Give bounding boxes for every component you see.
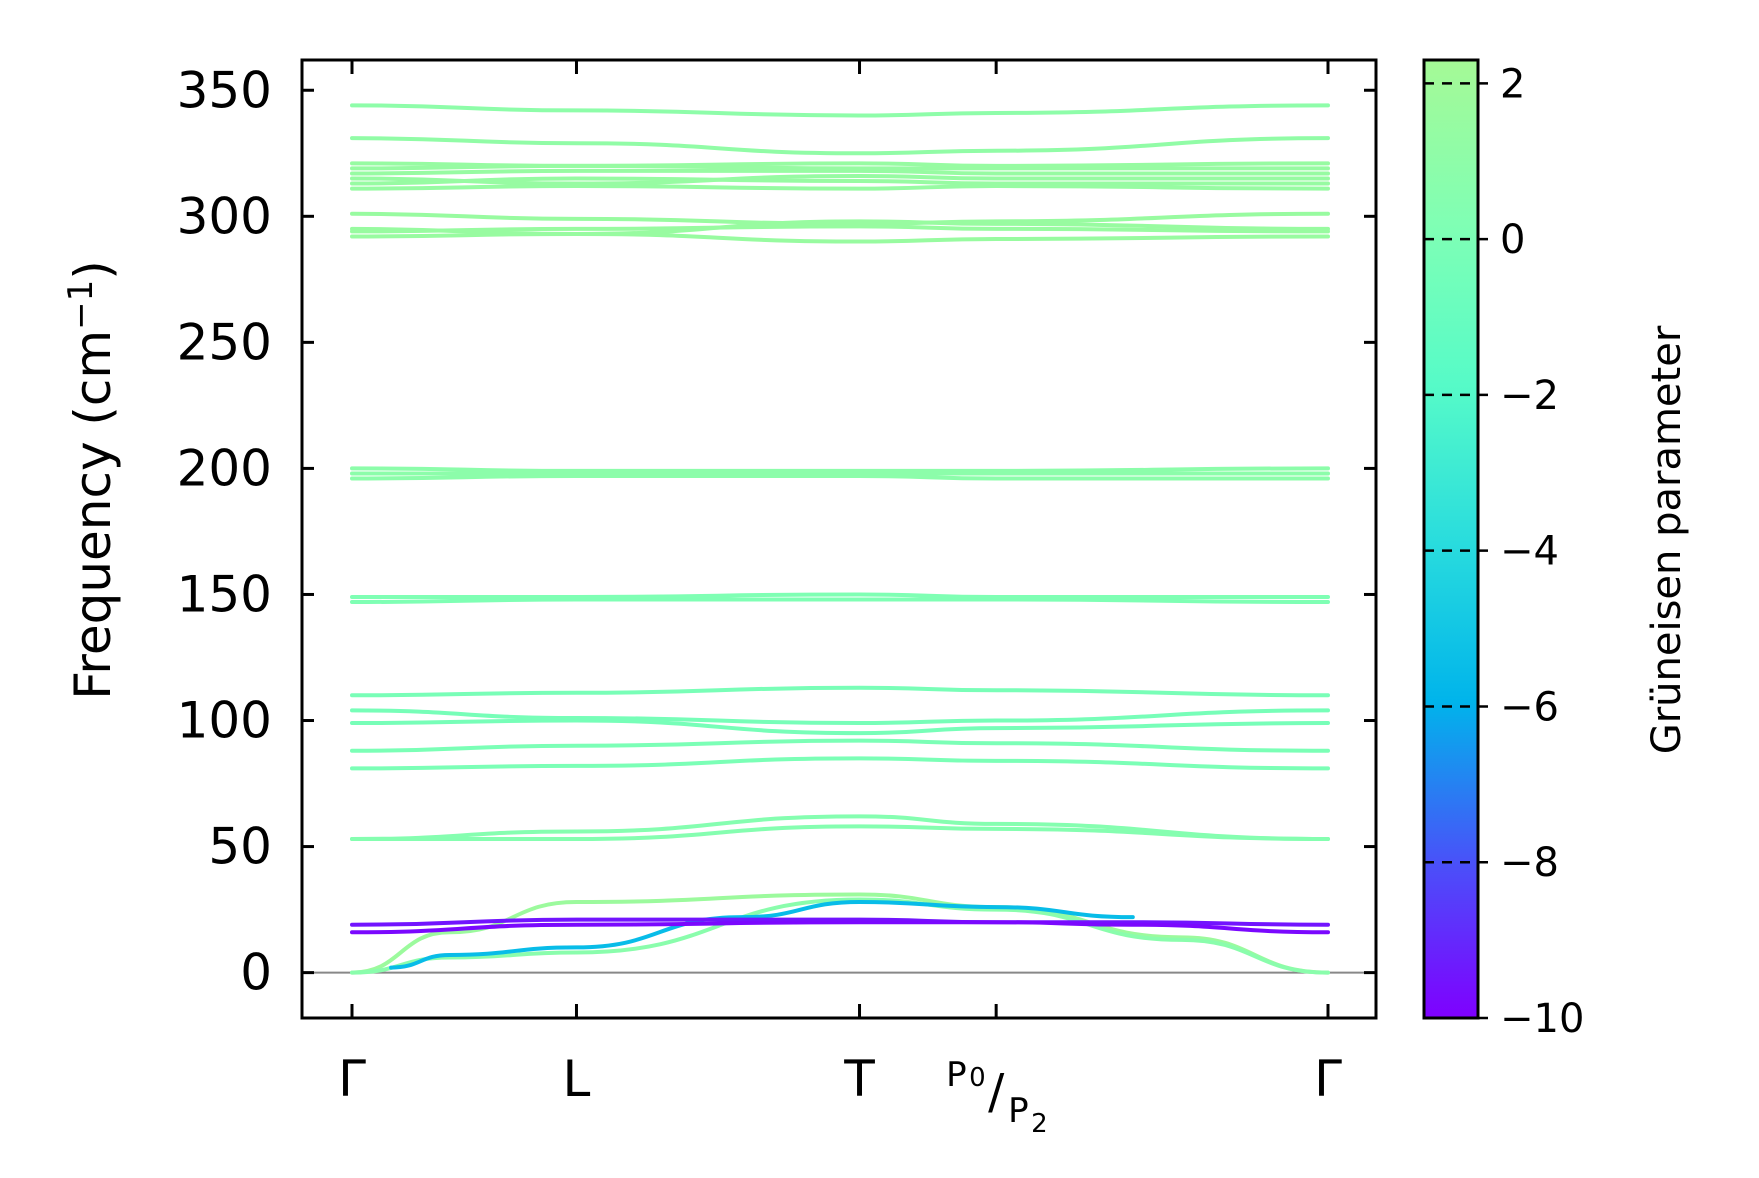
band-b200 [350, 466, 1330, 473]
band-b331 [350, 136, 1330, 156]
band-b82 [350, 756, 1330, 771]
colorbar-tick-label: −10 [1500, 996, 1584, 1042]
y-tick-label: 300 [177, 187, 272, 245]
svg-text:2: 2 [1031, 1109, 1048, 1139]
band-b296 [350, 219, 1330, 236]
y-tick-label: 50 [208, 818, 272, 876]
band-b313 [350, 176, 1330, 186]
band-b149 [350, 592, 1330, 599]
y-axis-ticks: 0 50 100 150 200 250 300 350 [177, 61, 1376, 1002]
y-tick-label: 0 [240, 944, 272, 1002]
band-b311 [350, 184, 1330, 191]
plot-frame [300, 58, 1378, 1020]
colorbar-ticks: 2 0 −2 −4 −6 −8 −10 [1424, 61, 1584, 1042]
y-tick-label: 150 [177, 565, 272, 623]
colorbar [1422, 58, 1480, 1020]
band-b88 [350, 738, 1330, 753]
colorbar-tick-label: −2 [1500, 373, 1559, 419]
band-acoustic-1 [350, 892, 1330, 975]
band-b301 [350, 211, 1330, 226]
x-tick-label: L [563, 1050, 591, 1108]
band-b344 [350, 103, 1330, 118]
band-b196 [350, 473, 1330, 481]
y-tick-label: 250 [177, 313, 272, 371]
colorbar-tick-label: −4 [1500, 529, 1559, 575]
colorbar-tick-label: 0 [1500, 217, 1525, 263]
colorbar-tick-label: −8 [1500, 840, 1559, 886]
band-b321 [350, 161, 1330, 168]
band-b53b [350, 824, 1330, 842]
svg-text:0: 0 [969, 1063, 986, 1093]
band-b53a [350, 814, 1330, 842]
band-b99 [350, 718, 1330, 736]
x-tick-label: Γ [1314, 1050, 1342, 1108]
x-tick-label-p0-p2: P 0 / P 2 [946, 1055, 1048, 1139]
band-b315 [350, 173, 1330, 186]
band-b294 [350, 224, 1330, 234]
band-b147 [350, 597, 1330, 605]
band-acoustic-3 [389, 900, 1135, 970]
colorbar-label: Grüneisen parameter [1644, 325, 1690, 754]
x-tick-label: Γ [338, 1050, 366, 1108]
band-low-opt-1 [350, 917, 1330, 927]
y-tick-label: 100 [177, 692, 272, 750]
svg-text:P: P [1008, 1091, 1029, 1131]
band-lines [350, 103, 1330, 975]
svg-text:P: P [946, 1055, 967, 1095]
band-low-opt-2 [350, 920, 1330, 935]
band-b292 [350, 231, 1330, 244]
y-tick-label: 350 [177, 61, 272, 119]
x-tick-label: T [843, 1050, 875, 1108]
svg-text:/: / [988, 1064, 1005, 1120]
colorbar-tick-label: −6 [1500, 684, 1559, 730]
band-b104 [350, 708, 1330, 726]
y-tick-label: 200 [177, 439, 272, 497]
band-acoustic-2 [350, 897, 1330, 975]
band-b317 [350, 168, 1330, 176]
band-b110 [350, 685, 1330, 698]
y-axis-label: Frequency (cm−1) [61, 260, 122, 700]
colorbar-tick-label: 2 [1500, 61, 1525, 107]
